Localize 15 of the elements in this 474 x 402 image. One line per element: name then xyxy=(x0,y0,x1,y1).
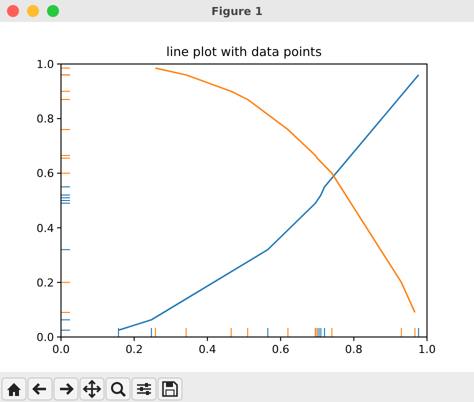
x-tick-label: 1.0 xyxy=(418,343,436,356)
y-tick-label: 0.2 xyxy=(36,276,54,290)
x-tick-label: 0.4 xyxy=(198,343,216,356)
y-tick-label: 0.4 xyxy=(36,222,54,235)
chart-title: line plot with data points xyxy=(166,44,322,59)
y-tick-label: 0.6 xyxy=(36,167,54,180)
x-tick-label: 0.0 xyxy=(52,343,70,356)
y-tick-label: 1.0 xyxy=(36,58,54,71)
y-tick-label: 0.8 xyxy=(36,112,54,126)
x-tick-label: 0.8 xyxy=(345,343,363,356)
line-series xyxy=(154,67,416,314)
y-tick-label: 0.0 xyxy=(36,331,54,344)
x-tick-label: 0.2 xyxy=(125,343,143,356)
x-tick-label: 0.6 xyxy=(272,343,290,356)
caption: Figure 1 xyxy=(211,5,263,18)
